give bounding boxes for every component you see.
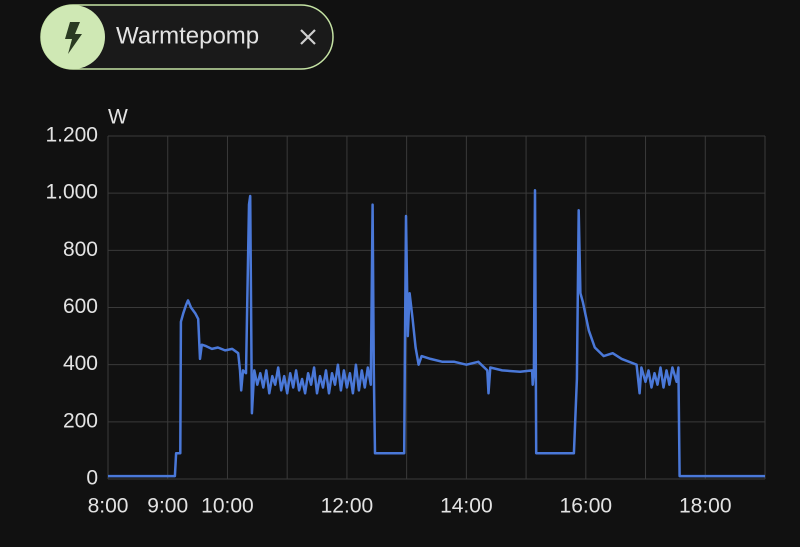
y-tick-label: 600 (63, 295, 98, 318)
y-tick-label: 400 (63, 352, 98, 375)
x-tick-label: 14:00 (440, 495, 493, 518)
y-tick-label: 800 (63, 238, 98, 261)
x-tick-label: 16:00 (560, 495, 613, 518)
lightning-icon (65, 22, 82, 54)
x-tick-label: 9:00 (147, 495, 188, 518)
y-tick-label: 1.000 (45, 181, 98, 204)
y-tick-label: 1.200 (45, 124, 98, 147)
x-tick-label: 18:00 (679, 495, 732, 518)
data-line (108, 189, 765, 478)
entity-chip[interactable]: Warmtepomp (40, 4, 334, 70)
y-tick-label: 200 (63, 409, 98, 432)
x-tick-label: 12:00 (321, 495, 374, 518)
y-tick-label: 0 (86, 467, 98, 490)
chip-remove[interactable] (300, 29, 316, 45)
y-axis-unit: W (108, 106, 128, 129)
x-tick-label: 8:00 (88, 495, 129, 518)
x-tick-label: 10:00 (201, 495, 254, 518)
chip-label: Warmtepomp (116, 22, 259, 49)
